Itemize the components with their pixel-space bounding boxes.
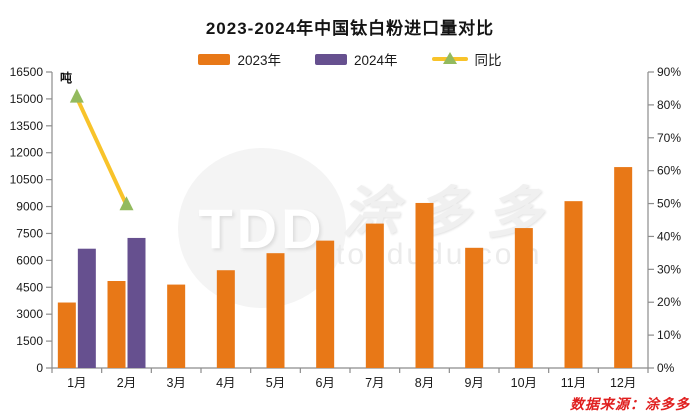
legend-label-2024: 2024年: [354, 53, 398, 68]
bar-2023-11月: [564, 201, 583, 368]
y-axis-left-label: 0: [36, 361, 43, 375]
legend-yoy-line-icon: [431, 52, 468, 64]
y-axis-right-label: 50%: [657, 197, 681, 211]
x-axis-label: 7月: [365, 376, 384, 390]
legend-label-2023: 2023年: [237, 53, 281, 68]
x-axis-label: 9月: [464, 376, 483, 390]
bar-2023-9月: [465, 247, 484, 368]
y-axis-left-label: 10500: [10, 173, 44, 187]
left-axis-unit-label: 吨: [60, 70, 72, 85]
chart-title: 2023-2024年中国钛白粉进口量对比: [205, 19, 495, 38]
bar-2023-12月: [614, 167, 633, 368]
x-axis-label: 4月: [216, 376, 235, 390]
y-axis-left-label: 12000: [10, 146, 44, 160]
bar-2023-2月: [107, 280, 126, 368]
legend-item-2024: 2024年: [315, 49, 398, 69]
yoy-line: [74, 95, 129, 208]
y-axis-right-label: 0%: [657, 361, 675, 375]
bar-2023-5月: [266, 253, 285, 368]
bar-2023-7月: [365, 223, 384, 368]
bar-2024-1月: [77, 248, 96, 368]
x-axis-label: 6月: [315, 376, 334, 390]
x-axis-label: 5月: [266, 376, 285, 390]
yoy-marker-1月: [69, 88, 84, 103]
legend-yoy-triangle-icon: [442, 52, 457, 64]
chart-legend: 2023年 2024年 同比: [0, 49, 700, 69]
y-axis-right-label: 80%: [657, 98, 681, 112]
y-axis-right-label: 10%: [657, 328, 681, 342]
y-axis-right-label: 90%: [657, 65, 681, 79]
bar-2023-6月: [316, 240, 335, 368]
x-axis-label: 11月: [561, 376, 586, 390]
x-axis-label: 3月: [166, 376, 185, 390]
bar-2023-4月: [216, 270, 235, 368]
bar-2024-2月: [127, 237, 146, 368]
y-axis-left-label: 16500: [10, 65, 44, 79]
x-axis-label: 8月: [415, 376, 434, 390]
y-axis-left-label: 9000: [16, 200, 43, 214]
yoy-marker-2月: [119, 196, 134, 211]
data-source-note: 数据来源：涂多多: [570, 396, 690, 412]
y-axis-right-label: 40%: [657, 229, 681, 243]
legend-item-2023: 2023年: [198, 49, 281, 69]
x-axis-label: 10月: [511, 376, 537, 390]
bar-2023-1月: [57, 302, 76, 368]
legend-item-yoy: 同比: [431, 49, 502, 69]
y-axis-right-label: 70%: [657, 131, 681, 145]
y-axis-left-label: 6000: [16, 253, 43, 267]
y-axis-right-label: 30%: [657, 262, 681, 276]
y-axis-left-label: 15000: [10, 92, 44, 106]
y-axis-right-label: 20%: [657, 295, 681, 309]
x-axis-label: 2月: [117, 376, 136, 390]
legend-swatch-2023-icon: [198, 53, 231, 65]
legend-label-yoy: 同比: [474, 53, 502, 68]
y-axis-left-label: 4500: [16, 280, 43, 294]
y-axis-left-label: 3000: [16, 307, 43, 321]
bar-2023-10月: [514, 228, 533, 368]
x-axis-label: 1月: [67, 376, 86, 390]
legend-swatch-2024-icon: [315, 53, 347, 65]
y-axis-left-label: 13500: [10, 119, 44, 133]
y-axis-left-label: 1500: [16, 334, 43, 348]
y-axis-left-label: 7500: [16, 226, 43, 240]
y-axis-right-label: 60%: [657, 164, 681, 178]
bar-2023-8月: [415, 202, 434, 368]
x-axis-label: 12月: [610, 376, 636, 390]
bar-2023-3月: [167, 284, 186, 368]
